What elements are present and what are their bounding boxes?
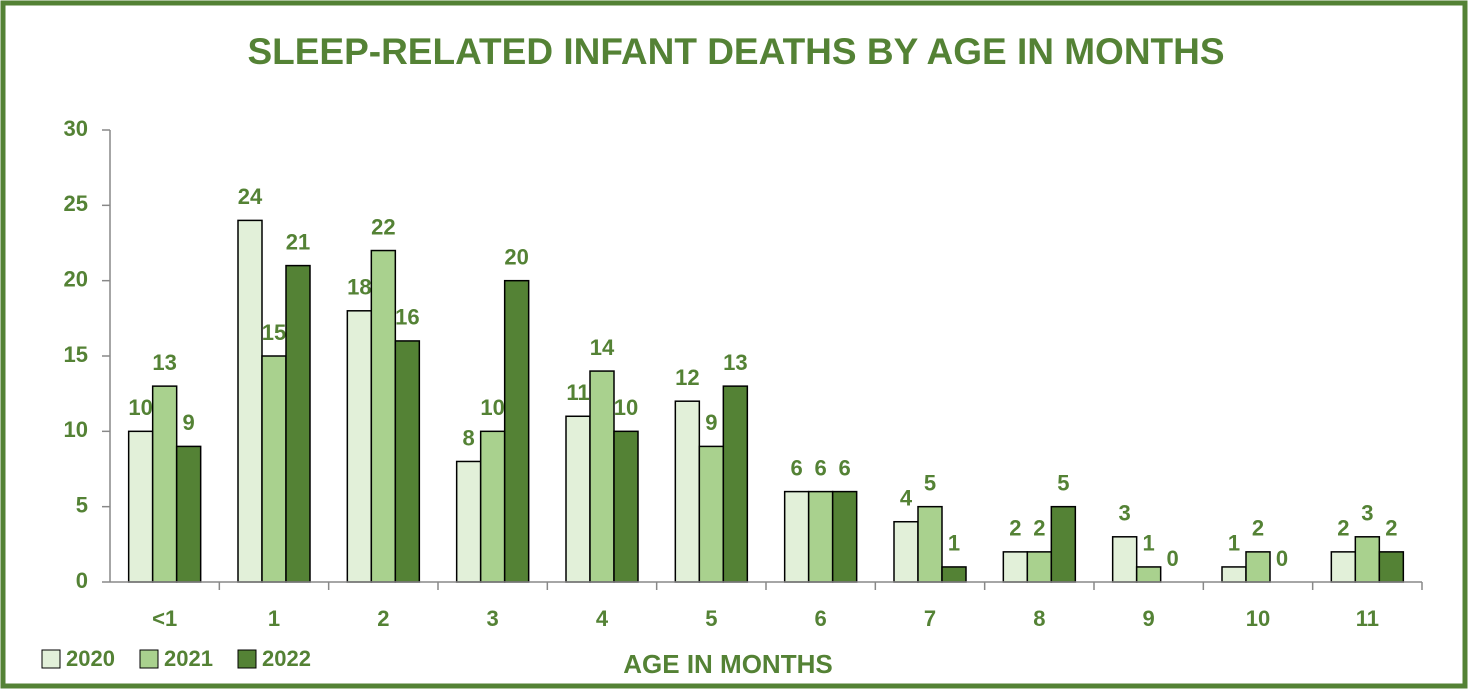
bar [1354, 536, 1381, 583]
bar [1245, 551, 1271, 583]
data-label: 9 [705, 410, 717, 435]
bar [893, 520, 919, 583]
bar [917, 505, 943, 583]
bar [1050, 505, 1077, 583]
data-label: 4 [900, 486, 913, 511]
data-label: 20 [504, 244, 528, 269]
x-tick-label: 11 [1356, 606, 1379, 631]
legend-swatch [237, 649, 257, 669]
bar [674, 400, 701, 583]
data-label: 10 [480, 395, 504, 420]
x-tick-label: 1 [268, 606, 280, 631]
y-tick-label: 10 [64, 417, 88, 442]
bar [1221, 566, 1247, 583]
bar [346, 310, 373, 583]
data-label: 22 [371, 214, 395, 239]
bar [175, 445, 202, 583]
x-tick-label: 3 [487, 606, 499, 631]
data-label: 0 [1167, 546, 1179, 571]
data-label: 10 [614, 395, 638, 420]
data-label: 2 [1385, 516, 1397, 541]
bar [479, 430, 506, 583]
x-tick-label: <1 [152, 606, 177, 631]
bar [722, 385, 749, 583]
bar [1111, 536, 1138, 583]
bar [455, 460, 482, 583]
data-label: 11 [566, 380, 589, 405]
bar [941, 566, 967, 583]
x-tick-label: 6 [815, 606, 827, 631]
bar [807, 490, 834, 583]
x-tick-label: 4 [596, 606, 609, 631]
y-tick-label: 15 [64, 342, 88, 367]
data-label: 9 [183, 410, 195, 435]
data-label: 1 [948, 531, 960, 556]
data-label: 16 [395, 305, 419, 330]
bar [370, 249, 397, 583]
x-tick-label: 8 [1033, 606, 1045, 631]
data-label: 2 [1009, 516, 1021, 541]
x-tick-label: 5 [705, 606, 717, 631]
x-axis-label: AGE IN MONTHS [623, 649, 832, 679]
bar [1135, 566, 1162, 583]
data-label: 15 [262, 320, 286, 345]
bar [394, 340, 421, 583]
legend-label: 2020 [66, 646, 115, 671]
bar [503, 279, 530, 583]
y-tick-label: 0 [76, 568, 88, 593]
data-label: 10 [128, 395, 152, 420]
data-label: 6 [839, 455, 851, 480]
bar [698, 445, 725, 583]
legend-label: 2021 [164, 646, 213, 671]
x-tick-label: 7 [924, 606, 936, 631]
bar [1026, 551, 1053, 583]
bar [1378, 551, 1405, 583]
data-label: 21 [286, 229, 310, 254]
data-label: 6 [815, 455, 827, 480]
bar [589, 370, 615, 583]
bar [237, 219, 263, 583]
data-label: 13 [723, 350, 747, 375]
data-label: 2 [1337, 516, 1349, 541]
bar [783, 490, 810, 583]
y-tick-label: 20 [64, 266, 88, 291]
bar [831, 490, 858, 583]
y-tick-label: 25 [64, 191, 88, 216]
bar [261, 355, 287, 583]
data-label: 18 [347, 275, 371, 300]
legend-label: 2022 [262, 646, 311, 671]
bar [151, 385, 178, 583]
x-tick-label: 2 [377, 606, 389, 631]
data-label: 12 [675, 365, 699, 390]
bar [285, 264, 311, 583]
y-tick-label: 30 [64, 116, 88, 141]
x-tick-label: 10 [1246, 606, 1270, 631]
data-label: 8 [463, 425, 475, 450]
bar [613, 430, 639, 583]
data-label: 3 [1119, 501, 1131, 526]
data-label: 1 [1228, 531, 1240, 556]
data-label: 5 [1057, 470, 1069, 495]
data-label: 14 [590, 335, 615, 360]
data-label: 1 [1143, 531, 1155, 556]
bar [1330, 551, 1357, 583]
legend-swatch [139, 649, 159, 669]
bar [565, 415, 591, 583]
x-tick-label: 9 [1143, 606, 1155, 631]
data-label: 0 [1276, 546, 1288, 571]
chart-title: SLEEP-RELATED INFANT DEATHS BY AGE IN MO… [247, 31, 1224, 72]
data-label: 3 [1361, 501, 1373, 526]
data-label: 24 [238, 184, 263, 209]
data-label: 5 [924, 470, 936, 495]
data-label: 2 [1033, 516, 1045, 541]
legend-swatch [41, 649, 61, 669]
data-label: 13 [152, 350, 176, 375]
y-tick-label: 5 [76, 492, 88, 517]
bar [1002, 551, 1029, 583]
data-label: 6 [791, 455, 803, 480]
bar [127, 430, 154, 583]
data-label: 2 [1252, 516, 1264, 541]
